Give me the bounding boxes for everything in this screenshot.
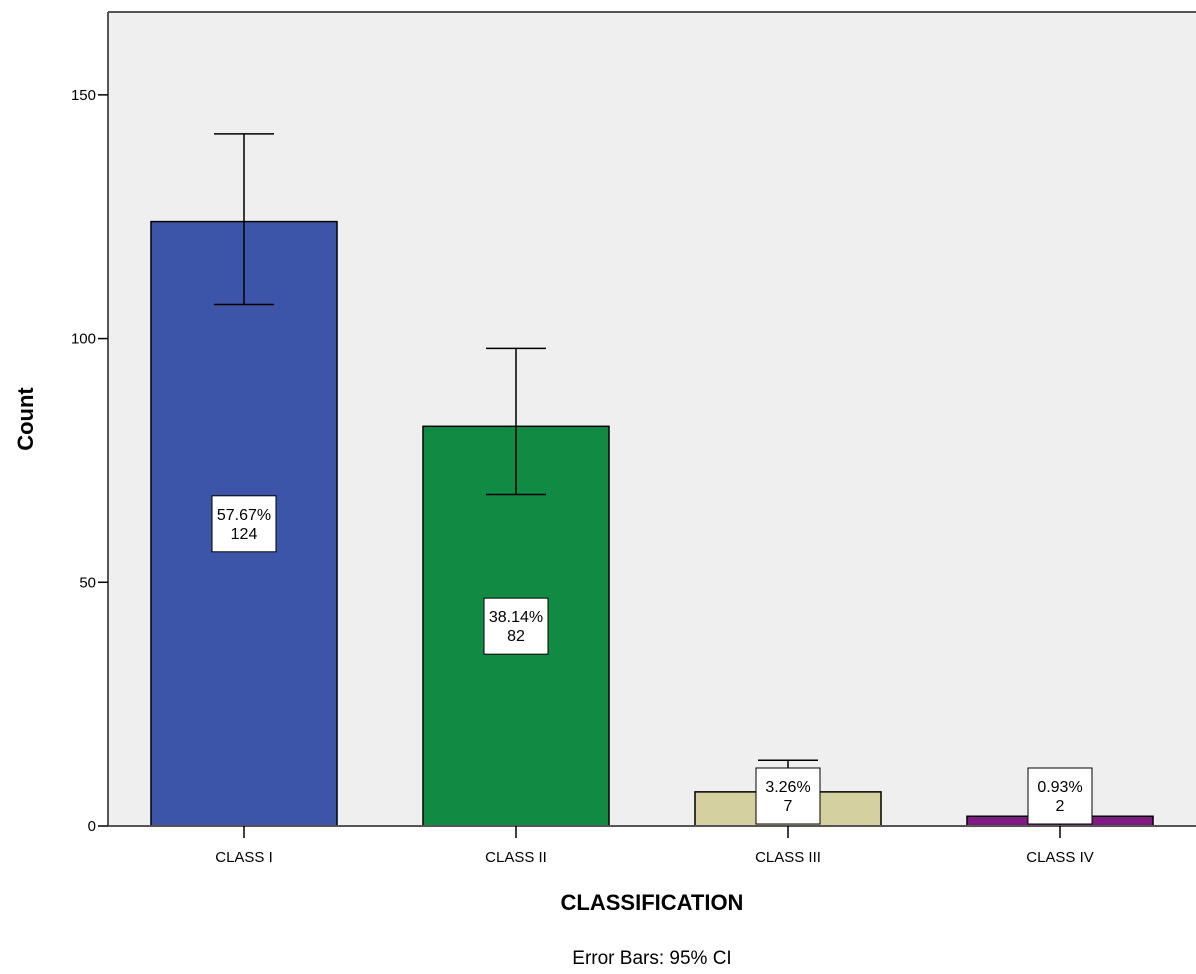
- y-tick-label-50: 50: [79, 574, 96, 591]
- data-label-box-1: [211, 495, 277, 553]
- data-label-box-4: [1027, 767, 1093, 825]
- y-tick-label-0: 0: [88, 818, 96, 835]
- data-label-count-1: 124: [231, 526, 258, 543]
- x-ticks-group: CLASS I CLASS II CLASS III CLASS IV: [215, 826, 1094, 866]
- data-label-count-4: 2: [1056, 798, 1065, 815]
- data-label-box-3: [755, 767, 821, 825]
- y-axis-title: Count: [13, 387, 38, 451]
- data-label-percent-3: 3.26%: [765, 779, 810, 796]
- x-tick-label-2: CLASS II: [485, 849, 547, 866]
- data-label-count-2: 82: [507, 628, 525, 645]
- y-ticks-group: 0 50 100 150: [71, 87, 108, 835]
- data-label-percent-4: 0.93%: [1037, 779, 1082, 796]
- error-bars-footnote: Error Bars: 95% CI: [572, 948, 731, 969]
- x-tick-label-3: CLASS III: [755, 849, 821, 866]
- data-label-percent-2: 38.14%: [489, 609, 543, 626]
- y-tick-label-150: 150: [71, 87, 96, 104]
- x-tick-label-1: CLASS I: [215, 849, 273, 866]
- data-label-count-3: 7: [784, 798, 793, 815]
- data-labels-group: 57.67% 124 38.14% 82 3.26% 7 0.93% 2: [211, 495, 1093, 825]
- data-label-box-2: [483, 597, 549, 655]
- y-tick-label-100: 100: [71, 331, 96, 348]
- x-axis-title: CLASSIFICATION: [561, 890, 744, 915]
- x-tick-label-4: CLASS IV: [1026, 849, 1094, 866]
- data-label-percent-1: 57.67%: [217, 507, 271, 524]
- axes-group: [107, 11, 1196, 827]
